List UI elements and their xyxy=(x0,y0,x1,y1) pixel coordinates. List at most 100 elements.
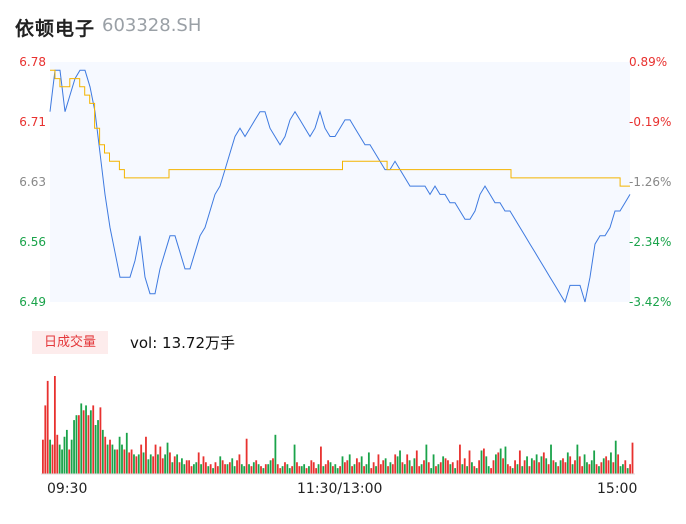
volume-bar xyxy=(557,466,560,474)
volume-bar xyxy=(619,466,622,474)
volume-bar xyxy=(447,460,449,474)
volume-bar xyxy=(629,464,632,474)
volume-bar xyxy=(578,456,581,474)
volume-bar xyxy=(370,468,373,474)
volume-bar xyxy=(94,425,97,474)
volume-bar xyxy=(355,458,358,474)
volume-bar xyxy=(542,452,545,474)
volume-bar xyxy=(360,456,363,474)
volume-bar xyxy=(535,454,538,474)
volume-bar xyxy=(607,460,610,474)
volume-bar xyxy=(521,466,524,474)
volume-bar xyxy=(255,460,258,474)
volume-bar xyxy=(85,405,87,474)
volume-bar xyxy=(248,464,250,474)
volume-bar xyxy=(348,454,351,474)
volume-bar xyxy=(51,444,54,474)
volume-bar xyxy=(473,466,476,474)
volume-bar xyxy=(159,446,162,474)
volume-bar xyxy=(403,464,406,474)
volume-bar xyxy=(341,456,344,474)
volume-bar xyxy=(200,464,202,474)
volume-bar xyxy=(506,464,509,474)
volume-bar xyxy=(418,466,421,474)
volume-bar xyxy=(384,458,387,474)
volume-total: vol: 13.72万手 xyxy=(130,334,235,352)
volume-bar xyxy=(145,436,147,474)
volume-bar xyxy=(605,456,608,474)
volume-bar xyxy=(190,466,193,474)
volume-bar xyxy=(49,439,51,474)
volume-bar xyxy=(274,434,277,474)
volume-bar xyxy=(612,462,615,474)
volume-bar xyxy=(363,466,365,474)
volume-bar xyxy=(569,456,572,474)
volume-bar xyxy=(559,460,562,474)
volume-bar xyxy=(480,450,483,474)
volume-bar xyxy=(461,464,464,474)
volume-bar xyxy=(408,460,411,474)
volume-bar xyxy=(581,466,584,474)
volume-bar xyxy=(276,464,279,474)
volume-bar xyxy=(598,466,600,474)
volume-bar xyxy=(204,462,207,474)
stock-name: 依顿电子 xyxy=(15,18,96,40)
price-tick-3: 6.63 xyxy=(19,175,46,189)
volume-bar xyxy=(221,460,224,474)
volume-bar xyxy=(291,466,294,474)
volume-bar xyxy=(264,464,267,474)
volume-bar xyxy=(497,452,500,474)
volume-bar xyxy=(468,450,471,474)
volume-bar xyxy=(178,462,181,474)
volume-bar xyxy=(626,468,629,474)
volume-bar xyxy=(538,462,540,474)
volume-bar xyxy=(329,462,332,474)
volume-bar xyxy=(600,462,603,474)
volume-bar xyxy=(133,454,135,474)
volume-bar xyxy=(550,444,552,474)
volume-bar xyxy=(391,464,394,474)
volume-bar xyxy=(99,407,102,474)
volume-bar xyxy=(284,462,286,474)
volume-bar xyxy=(137,454,140,474)
volume-bar xyxy=(77,415,80,474)
volume-bar xyxy=(130,449,133,474)
volume-bar xyxy=(166,442,169,474)
volume-bar xyxy=(308,466,310,474)
volume-bar xyxy=(533,460,536,474)
volume-bar xyxy=(593,450,596,474)
volume-bar xyxy=(540,456,543,474)
price-tick-1: 6.78 xyxy=(19,55,46,69)
volume-bar xyxy=(499,448,502,474)
price-line xyxy=(49,69,631,304)
volume-bar xyxy=(61,449,63,474)
volume-bar xyxy=(475,468,478,474)
volume-bar xyxy=(310,460,313,474)
volume-bar xyxy=(399,450,401,474)
volume-bar xyxy=(406,454,409,474)
volume-bar xyxy=(164,454,167,474)
volume-bar xyxy=(228,462,231,474)
volume-bar xyxy=(240,464,243,474)
volume-bar xyxy=(195,462,198,474)
volume-bar xyxy=(425,444,428,474)
volume-bar xyxy=(113,449,116,474)
volume-tab[interactable]: 日成交量 xyxy=(32,331,108,354)
volume-bar xyxy=(317,464,320,474)
volume-bar xyxy=(286,464,289,474)
volume-bar xyxy=(75,415,78,474)
volume-bar xyxy=(298,466,301,474)
volume-bar xyxy=(420,464,423,474)
volume-bar xyxy=(312,462,315,474)
volume-bar xyxy=(471,462,473,474)
volume-bar xyxy=(389,462,392,474)
volume-bar xyxy=(439,462,442,474)
stock-code: 603328.SH xyxy=(102,15,202,36)
volume-bar xyxy=(111,444,114,474)
volume-bar xyxy=(238,454,241,474)
volume-bar xyxy=(56,434,59,474)
volume-bar xyxy=(147,459,150,474)
volume-bar xyxy=(451,462,454,474)
volume-bar xyxy=(631,442,634,474)
volume-bar xyxy=(466,466,469,474)
